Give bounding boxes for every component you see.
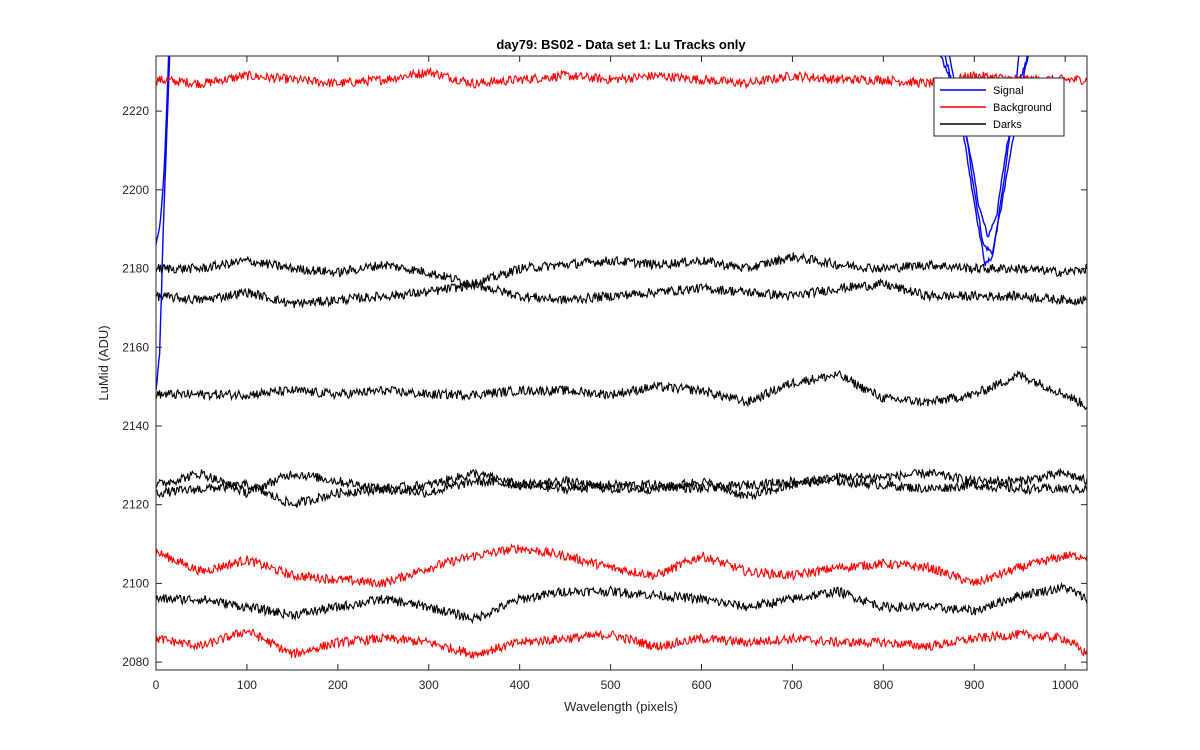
x-axis-title: Wavelength (pixels) xyxy=(564,699,678,714)
x-tick-label: 600 xyxy=(691,678,711,692)
series-line-darks-12 xyxy=(156,468,1087,508)
legend-label: Background xyxy=(993,102,1052,114)
y-tick-label: 2180 xyxy=(122,262,149,276)
series-line-signal-1 xyxy=(156,56,170,246)
x-tick-label: 1000 xyxy=(1052,678,1079,692)
y-tick-label: 2100 xyxy=(122,576,149,590)
y-tick-label: 2080 xyxy=(122,655,149,669)
series-line-darks-10 xyxy=(156,369,1087,411)
chart-title: day79: BS02 - Data set 1: Lu Tracks only xyxy=(496,37,746,52)
x-tick-label: 300 xyxy=(419,678,439,692)
series-line-signal-0 xyxy=(156,56,171,390)
series-line-darks-13 xyxy=(156,581,1087,625)
x-tick-label: 200 xyxy=(328,678,348,692)
series-line-background-6 xyxy=(156,543,1087,588)
y-tick-label: 2140 xyxy=(122,419,149,433)
x-tick-label: 700 xyxy=(782,678,802,692)
series-line-darks-8 xyxy=(156,251,1087,291)
series-line-background-5 xyxy=(156,66,1087,90)
series-line-darks-9 xyxy=(156,277,1087,309)
legend-label: Signal xyxy=(993,85,1024,97)
x-tick-label: 400 xyxy=(510,678,530,692)
x-tick-label: 0 xyxy=(153,678,160,692)
x-tick-label: 900 xyxy=(964,678,984,692)
series-line-background-7 xyxy=(156,628,1087,659)
y-tick-label: 2160 xyxy=(122,340,149,354)
x-tick-label: 500 xyxy=(601,678,621,692)
x-tick-label: 100 xyxy=(237,678,257,692)
y-tick-label: 2220 xyxy=(122,104,149,118)
axes-box xyxy=(155,55,1088,671)
legend: Signal Background Darks xyxy=(933,77,1065,137)
y-tick-label: 2120 xyxy=(122,498,149,512)
legend-label: Darks xyxy=(993,119,1022,131)
y-tick-label: 2200 xyxy=(122,183,149,197)
y-axis-title: LuMid (ADU) xyxy=(96,325,111,400)
x-tick-label: 800 xyxy=(873,678,893,692)
